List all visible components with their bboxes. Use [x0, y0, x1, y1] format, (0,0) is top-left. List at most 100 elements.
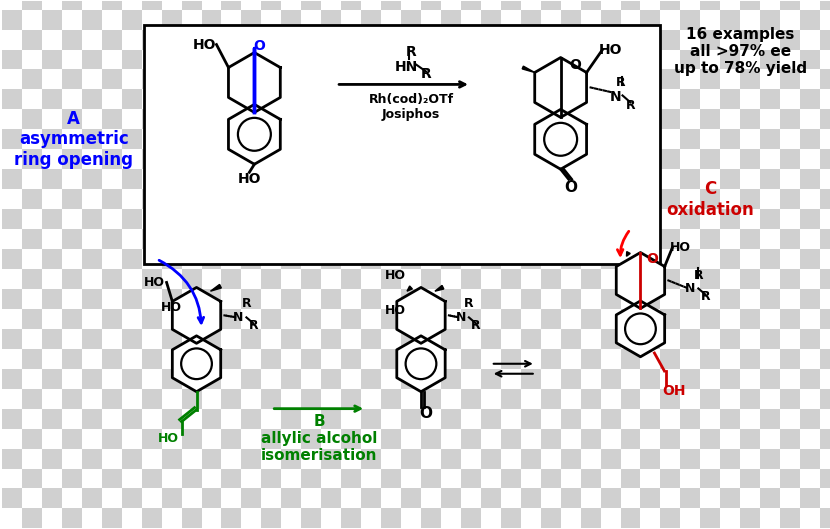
Bar: [641, 89, 661, 110]
Bar: [441, 229, 461, 249]
Bar: [301, 488, 321, 508]
Bar: [720, 30, 740, 50]
Bar: [740, 389, 760, 409]
Bar: [2, 10, 22, 30]
Bar: [22, 329, 42, 349]
Bar: [182, 469, 202, 488]
Bar: [820, 269, 830, 289]
Bar: [621, 428, 641, 449]
Bar: [441, 409, 461, 428]
Bar: [661, 229, 681, 249]
Bar: [2, 89, 22, 110]
Bar: [681, 69, 701, 89]
Bar: [401, 229, 421, 249]
Bar: [2, 110, 22, 129]
Bar: [102, 508, 122, 528]
Bar: [540, 229, 560, 249]
Bar: [361, 69, 381, 89]
Bar: [421, 110, 441, 129]
Bar: [820, 289, 830, 309]
Bar: [780, 488, 800, 508]
Bar: [720, 169, 740, 189]
Bar: [321, 409, 341, 428]
Bar: [242, 149, 261, 169]
Bar: [780, 269, 800, 289]
Bar: [520, 409, 540, 428]
Bar: [500, 488, 520, 508]
Bar: [202, 110, 222, 129]
Bar: [461, 89, 481, 110]
Bar: [222, 209, 242, 229]
Bar: [261, 329, 281, 349]
Bar: [621, 409, 641, 428]
Bar: [22, 488, 42, 508]
Bar: [701, 449, 720, 469]
Bar: [461, 329, 481, 349]
Bar: [102, 209, 122, 229]
Bar: [740, 428, 760, 449]
Bar: [681, 50, 701, 69]
Bar: [720, 129, 740, 149]
Bar: [381, 89, 401, 110]
Bar: [560, 169, 581, 189]
Bar: [202, 249, 222, 269]
Bar: [182, 449, 202, 469]
Bar: [520, 428, 540, 449]
Bar: [520, 269, 540, 289]
Bar: [820, 50, 830, 69]
Bar: [42, 369, 62, 389]
Bar: [242, 69, 261, 89]
Bar: [82, 129, 102, 149]
Bar: [601, 0, 621, 10]
Bar: [780, 249, 800, 269]
Bar: [102, 289, 122, 309]
Bar: [560, 488, 581, 508]
Bar: [82, 329, 102, 349]
Bar: [681, 189, 701, 209]
Bar: [341, 269, 361, 289]
Bar: [281, 488, 301, 508]
Bar: [321, 508, 341, 528]
Bar: [222, 449, 242, 469]
Bar: [381, 110, 401, 129]
Bar: [701, 69, 720, 89]
Bar: [182, 209, 202, 229]
Bar: [182, 249, 202, 269]
Bar: [461, 69, 481, 89]
Bar: [461, 488, 481, 508]
Bar: [122, 309, 142, 329]
Bar: [461, 50, 481, 69]
Bar: [820, 389, 830, 409]
Bar: [162, 309, 182, 329]
Bar: [222, 508, 242, 528]
Bar: [740, 449, 760, 469]
Bar: [581, 329, 601, 349]
Bar: [500, 0, 520, 10]
Bar: [661, 169, 681, 189]
Bar: [261, 289, 281, 309]
Bar: [42, 269, 62, 289]
Bar: [720, 329, 740, 349]
Bar: [560, 269, 581, 289]
Bar: [560, 110, 581, 129]
Bar: [102, 428, 122, 449]
Bar: [122, 329, 142, 349]
Bar: [42, 309, 62, 329]
Bar: [62, 209, 82, 229]
Bar: [301, 409, 321, 428]
Bar: [102, 110, 122, 129]
Bar: [581, 369, 601, 389]
Bar: [82, 469, 102, 488]
Text: R: R: [701, 290, 710, 303]
Text: O: O: [253, 39, 266, 53]
Bar: [42, 409, 62, 428]
Bar: [641, 10, 661, 30]
Bar: [122, 209, 142, 229]
Bar: [22, 289, 42, 309]
Bar: [441, 369, 461, 389]
Bar: [341, 89, 361, 110]
Bar: [401, 469, 421, 488]
Bar: [500, 229, 520, 249]
Bar: [720, 349, 740, 369]
Bar: [42, 389, 62, 409]
